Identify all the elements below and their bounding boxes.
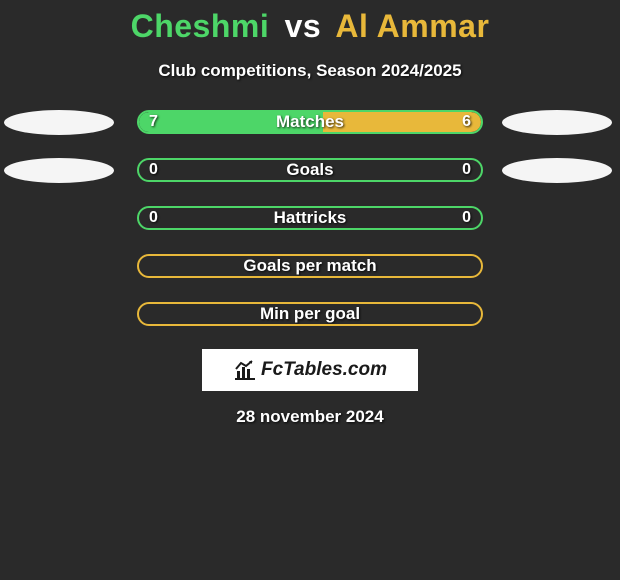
date-text: 28 november 2024	[0, 407, 620, 427]
chart-icon	[233, 359, 257, 381]
stat-row: Goals per match	[0, 253, 620, 279]
stat-value-right: 0	[462, 209, 471, 227]
stats-area: 7 6 Matches 0 0 Goals 0 0 Hattricks Goals per mat…	[0, 109, 620, 327]
stat-bar: 7 6 Matches	[137, 110, 483, 134]
player2-oval	[502, 110, 612, 135]
stat-label: Goals	[286, 160, 333, 180]
comparison-title: Cheshmi vs Al Ammar	[0, 0, 620, 45]
stat-bar: 0 0 Hattricks	[137, 206, 483, 230]
stat-label: Matches	[276, 112, 344, 132]
stat-label: Min per goal	[260, 304, 360, 324]
stat-bar: Goals per match	[137, 254, 483, 278]
stat-value-right: 0	[462, 161, 471, 179]
stat-value-right: 6	[462, 113, 471, 131]
stat-label: Goals per match	[243, 256, 376, 276]
vs-text: vs	[285, 8, 322, 44]
stat-bar: 0 0 Goals	[137, 158, 483, 182]
stat-value-left: 7	[149, 113, 158, 131]
brand-box: FcTables.com	[202, 349, 418, 391]
stat-row: 7 6 Matches	[0, 109, 620, 135]
stat-value-left: 0	[149, 161, 158, 179]
brand-text: FcTables.com	[261, 359, 387, 381]
stat-bar: Min per goal	[137, 302, 483, 326]
stat-row: Min per goal	[0, 301, 620, 327]
player2-oval	[502, 158, 612, 183]
subtitle: Club competitions, Season 2024/2025	[0, 61, 620, 81]
stat-row: 0 0 Hattricks	[0, 205, 620, 231]
player1-oval	[4, 110, 114, 135]
stat-value-left: 0	[149, 209, 158, 227]
player2-name: Al Ammar	[335, 8, 489, 44]
stat-label: Hattricks	[274, 208, 347, 228]
player1-name: Cheshmi	[131, 8, 270, 44]
stat-row: 0 0 Goals	[0, 157, 620, 183]
player1-oval	[4, 158, 114, 183]
bar-fill-player2	[323, 112, 481, 132]
